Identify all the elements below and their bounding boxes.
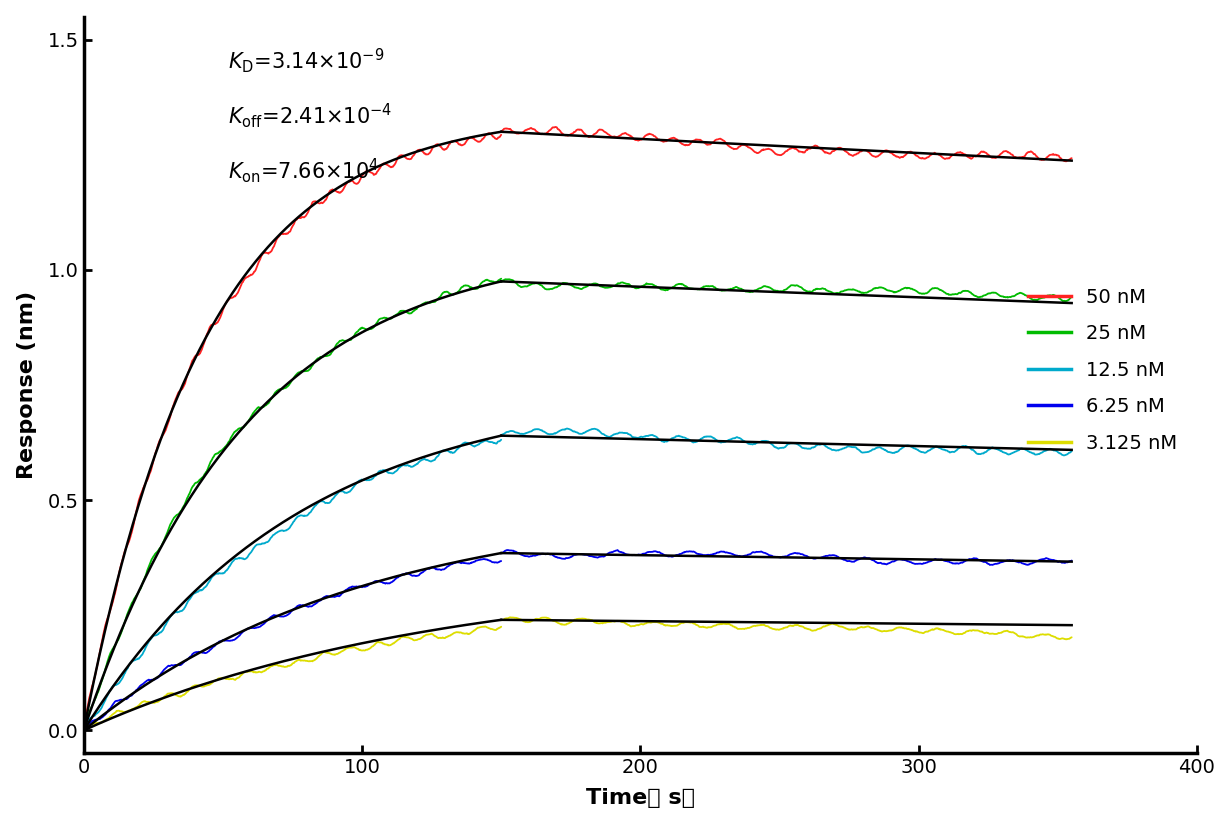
Text: $K_{\rm on}$=7.66×10$^{4}$: $K_{\rm on}$=7.66×10$^{4}$ (228, 157, 379, 186)
X-axis label: Time（ s）: Time（ s） (586, 789, 695, 808)
Text: $K_{\rm D}$=3.14×10$^{-9}$: $K_{\rm D}$=3.14×10$^{-9}$ (228, 46, 384, 75)
Text: $K_{\rm off}$=2.41×10$^{-4}$: $K_{\rm off}$=2.41×10$^{-4}$ (228, 101, 393, 130)
Legend: 50 nM, 25 nM, 12.5 nM, 6.25 nM, 3.125 nM: 50 nM, 25 nM, 12.5 nM, 6.25 nM, 3.125 nM (1019, 278, 1188, 463)
Y-axis label: Response (nm): Response (nm) (17, 291, 37, 479)
